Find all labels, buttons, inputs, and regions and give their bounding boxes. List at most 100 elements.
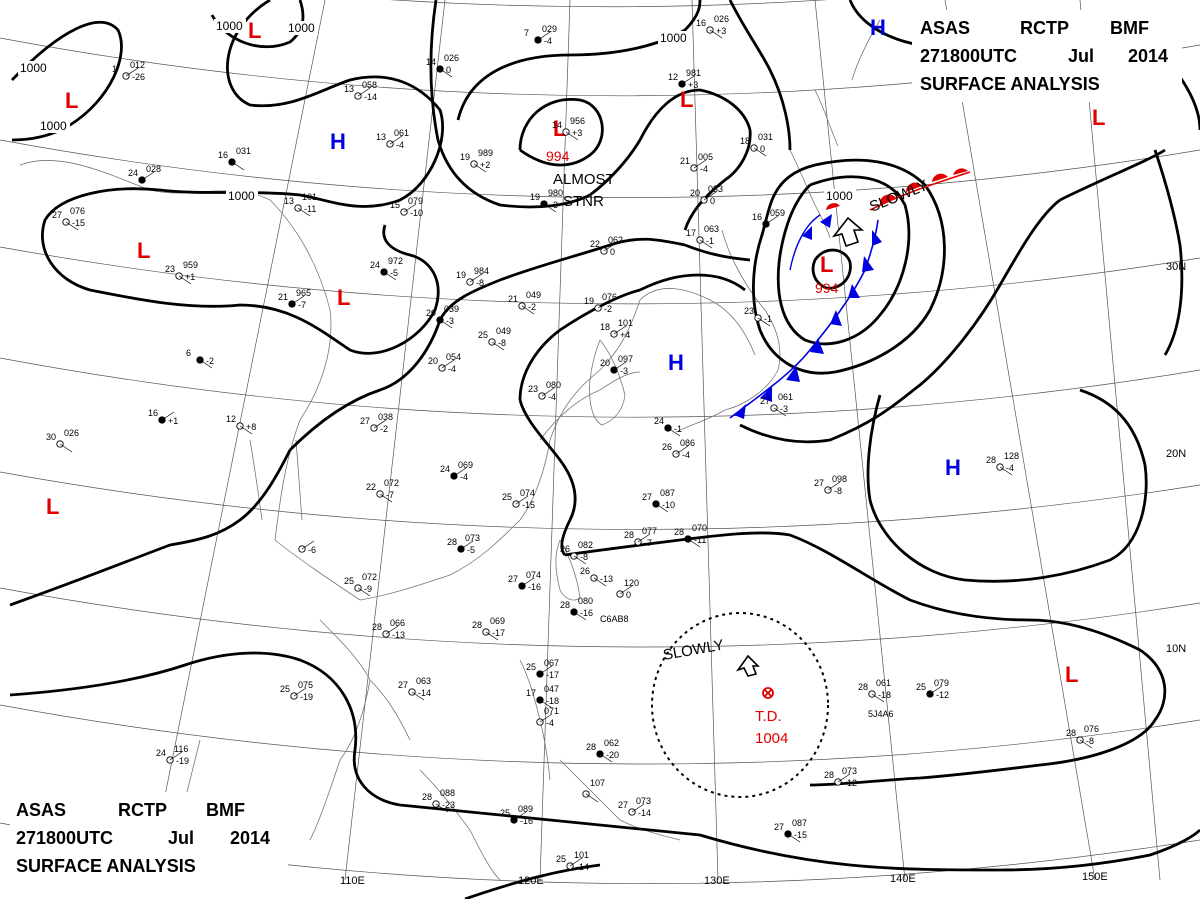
station-plot: 28 080 -16 (560, 596, 593, 621)
station-plot: 16 +1 (148, 408, 178, 426)
station-tendency: -11 (694, 535, 706, 545)
station-tendency: -18 (546, 696, 559, 706)
wind-barb-icon (999, 466, 1013, 476)
isobar-label: 1000 (216, 19, 243, 33)
station-temperature: 26 (580, 566, 590, 576)
station-pressure: 033 (708, 184, 723, 194)
station-tendency: +3 (688, 80, 698, 90)
station-temperature: 28 (1066, 728, 1076, 738)
td-label: T.D. (755, 708, 782, 725)
station-temperature: 13 (376, 132, 386, 142)
ship-ids: C6AB8 5J4A6 (600, 614, 894, 719)
isobar-label: 1000 (660, 31, 687, 45)
wind-barb-icon (537, 31, 551, 41)
station-temperature: 23 (528, 384, 538, 394)
station-temperature: 22 (590, 239, 600, 249)
station-pressure: 062 (608, 235, 623, 245)
station-temperature: 26 (560, 544, 570, 554)
station-tendency: -16 (528, 582, 541, 592)
station-plot: 28 073 -12 (824, 766, 857, 788)
station-pressure: 076 (1084, 724, 1099, 734)
station-plot: 20 033 0 (690, 184, 723, 206)
station-plot: 23 959 +1 (165, 260, 198, 285)
station-tendency: -12 (844, 778, 857, 788)
station-plot: 28 061 -18 (858, 678, 891, 703)
wind-barb-icon (385, 625, 399, 635)
station-pressure: 128 (1004, 451, 1019, 461)
station-plot: 25 079 -12 (916, 678, 949, 700)
station-temperature: 19 (456, 270, 466, 280)
station-tendency: +1 (168, 416, 178, 426)
station-plot: 17 063 -1 (686, 224, 719, 249)
wind-barb-icon (687, 538, 701, 548)
station-temperature: 24 (440, 464, 450, 474)
longitude-label: 110E (340, 875, 365, 887)
wind-barb-icon (619, 585, 633, 595)
wind-barb-icon (565, 131, 579, 141)
station-pressure: 073 (465, 533, 480, 543)
station-pressure: 107 (590, 778, 605, 788)
station-plot: 20 097 -3 (600, 354, 633, 376)
station-pressure: 076 (602, 292, 617, 302)
wind-barb-icon (827, 481, 841, 491)
station-temperature: 25 (478, 330, 488, 340)
latitude-label: 20N (1166, 448, 1186, 460)
wind-barb-icon (357, 587, 371, 597)
station-tendency: -13 (392, 630, 405, 640)
station-temperature: 28 (858, 682, 868, 692)
station-temperature: 17 (686, 228, 696, 238)
low-center: L (820, 252, 833, 277)
station-pressure: 087 (660, 488, 675, 498)
wind-barb-icon (1079, 739, 1093, 749)
station-plot: 25 101 -14 (556, 850, 589, 872)
station-tendency: -17 (492, 628, 505, 638)
wind-barb-icon (599, 753, 613, 763)
station-pressure: 956 (570, 116, 585, 126)
header-bottom-line1-c: BMF (206, 800, 245, 820)
station-temperature: 16 (148, 408, 158, 418)
station-pressure: 029 (542, 24, 557, 34)
station-plot: 28 066 -13 (372, 618, 405, 640)
station-pressure: 069 (490, 616, 505, 626)
low-center: L (337, 285, 350, 310)
station-temperature: 13 (284, 196, 294, 206)
station-plot: 12 +8 (226, 414, 256, 435)
station-temperature: 19 (530, 192, 540, 202)
isobar-label-bg (226, 189, 258, 203)
station-temperature: 24 (654, 416, 664, 426)
station-plot: 27 098 -8 (814, 474, 847, 496)
station-plot: 28 128 -4 (986, 451, 1019, 476)
station-tendency: -4 (682, 450, 690, 460)
arrow-northeast-icon (735, 654, 760, 677)
station-plot: 13 061 -4 (376, 128, 409, 150)
station-temperature: 20 (600, 358, 610, 368)
station-tendency: -10 (662, 500, 675, 510)
station-temperature: 12 (226, 414, 236, 424)
ship-id: C6AB8 (600, 614, 629, 624)
high-center: H (330, 129, 346, 154)
station-tendency: -3 (620, 366, 628, 376)
header-top: ASAS RCTP BMF 271800UTC Jul 2014 SURFACE… (912, 10, 1182, 102)
station-plot: 19 989 +2 (460, 148, 493, 173)
station-temperature: 20 (426, 308, 436, 318)
station-pressure: 073 (636, 796, 651, 806)
station-pressure: 069 (458, 460, 473, 470)
station-pressure: 959 (183, 260, 198, 270)
header-top-line1-a: ASAS (920, 18, 970, 38)
station-tendency: -4 (544, 36, 552, 46)
station-temperature: 28 (824, 770, 834, 780)
station-tendency: -16 (580, 608, 593, 618)
header-top-line3: SURFACE ANALYSIS (920, 74, 1100, 94)
header-bottom-line2-c: 2014 (230, 828, 270, 848)
station-plot: 25 074 -15 (502, 488, 535, 510)
station-plot: 7 029 -4 (524, 24, 557, 46)
longitude-label: 130E (704, 875, 730, 887)
station-temperature: 25 (916, 682, 926, 692)
header-bottom-bg (10, 792, 288, 884)
wind-barb-icon (59, 443, 73, 453)
station-tendency: 0 (760, 144, 765, 154)
wind-barb-icon (773, 407, 787, 417)
station-temperature: 20 (690, 188, 700, 198)
station-pressure: 981 (686, 68, 701, 78)
station-plot: 27 087 -10 (642, 488, 675, 513)
